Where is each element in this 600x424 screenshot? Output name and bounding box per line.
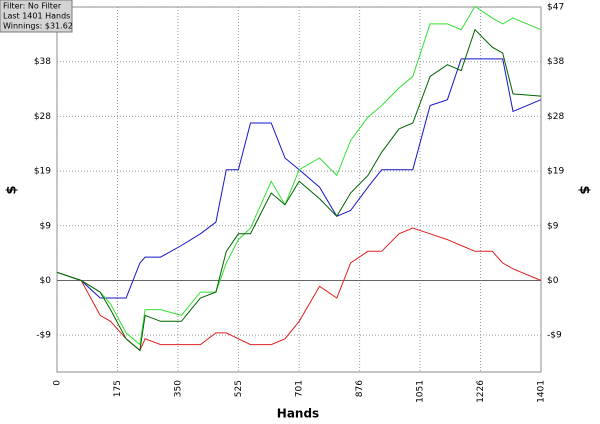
y-tick-label-right: -$9	[547, 331, 562, 341]
y-tick-label-right: $38	[547, 57, 564, 67]
x-tick-label: 1051	[416, 380, 426, 403]
y-tick-label: $38	[34, 57, 51, 67]
x-tick-label: 525	[234, 380, 244, 397]
y-tick-label: $9	[40, 221, 52, 231]
x-tick-label: 701	[295, 380, 305, 397]
y-tick-label-right: $19	[547, 167, 564, 177]
info-box: Filter: No Filter Last 1401 Hands Winnin…	[0, 0, 73, 33]
y-tick-label-right: $47	[547, 3, 564, 13]
info-background	[0, 0, 73, 33]
series-line	[56, 28, 542, 352]
y-axis-label: $	[5, 185, 20, 194]
series-line	[56, 58, 542, 299]
info-winnings: Winnings: $31.62	[3, 22, 73, 31]
x-tick-label: 175	[113, 380, 123, 397]
y-tick-label: $28	[34, 112, 51, 122]
y-tick-label: $0	[40, 276, 52, 286]
series-line	[56, 227, 542, 352]
x-tick-label: 1401	[537, 380, 547, 403]
info-hands: Last 1401 Hands	[3, 12, 70, 21]
x-tick-label: 350	[173, 380, 183, 397]
y-tick-label-right: $9	[547, 221, 559, 231]
y-tick-label-right: $28	[547, 112, 564, 122]
x-tick-label: 0	[53, 380, 63, 386]
y-tick-label: $19	[34, 167, 51, 177]
y-tick-label-right: $0	[547, 276, 559, 286]
y-tick-label: -$9	[36, 331, 51, 341]
series-line	[56, 5, 542, 346]
x-tick-label: 876	[355, 380, 365, 397]
x-tick-label: 1226	[476, 380, 486, 403]
info-filter: Filter: No Filter	[3, 2, 62, 11]
x-axis-label: Hands	[277, 407, 319, 421]
y-axis-label-right: $	[577, 185, 592, 194]
